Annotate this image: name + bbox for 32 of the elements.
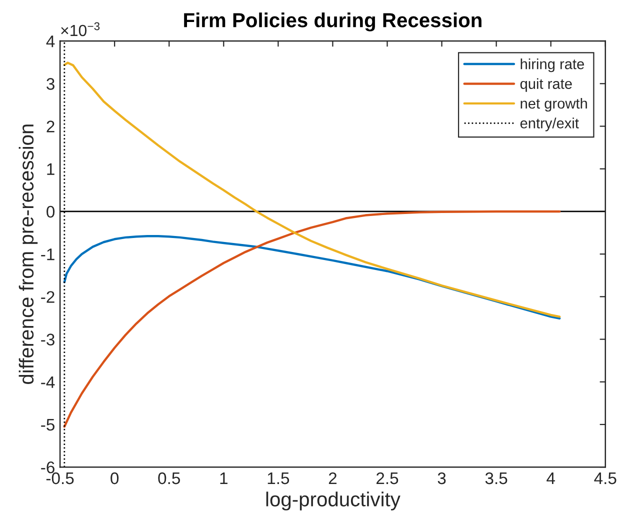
legend-label: net growth	[520, 98, 587, 112]
y-tick-label: -3	[41, 334, 54, 346]
x-tick-label: 1.5	[268, 472, 290, 484]
y-tick-label: -2	[41, 291, 54, 303]
line-series	[63, 235, 561, 320]
x-tick-label: 2.5	[376, 472, 398, 484]
legend-label: hiring rate	[520, 58, 584, 72]
x-tick-label: 3	[438, 472, 446, 484]
x-tick-label: -0.5	[46, 472, 74, 484]
y-axis-title: difference from pre-recession	[18, 124, 38, 384]
legend-label: quit rate	[520, 78, 572, 92]
y-tick-label: -1	[41, 248, 54, 260]
y-tick-label: 2	[46, 120, 54, 132]
y-tick-label: -5	[41, 419, 54, 431]
y-tick-label: -4	[41, 376, 55, 388]
x-tick-label: 2	[328, 472, 337, 484]
y-tick-label: -6	[41, 461, 54, 474]
text: ×10$^{−3}$	[61, 22, 100, 36]
x-tick-label: 4	[546, 472, 555, 484]
legend-label: entry/exit	[520, 118, 579, 132]
x-tick-label: 1	[220, 472, 228, 484]
x-tick-label: 0.5	[158, 472, 180, 484]
y-tick-label: 4	[46, 36, 55, 48]
x-axis-title: log-productivity	[266, 492, 400, 510]
y-tick-label: 0	[46, 206, 55, 218]
x-tick-label: 4.5	[594, 472, 616, 484]
y-tick-label: 1	[47, 163, 54, 175]
y-tick-label: 3	[46, 78, 54, 90]
chart-title: Firm Policies during Recession	[184, 12, 482, 32]
x-tick-label: 3.5	[485, 472, 508, 484]
x-tick-label: 0	[110, 472, 119, 484]
line-series	[63, 210, 561, 428]
